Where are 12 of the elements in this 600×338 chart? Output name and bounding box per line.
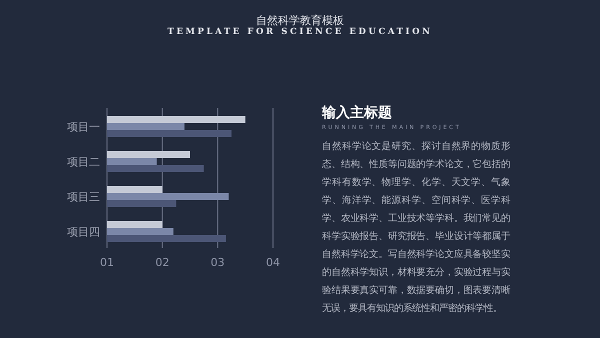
text: TEMPLATE FOR SCIENCE EDUCATION: [166, 27, 434, 37]
text: 自然科学论文是研究、探讨自然界的物质形态、结构、性质等问题的学术论文，它包括的学科有数学、物理学、化学、天文学、气象学、海洋学、能源科学、空间科学、医学科学、农业科学、工业技术等学科。我们常见的科学实验报告、研究报告、毕业设计等都属于自然科学论文。写自然科学论文应具备较坚实的自然科学知识，材料要充分，实验过程与实验结果要真实可靠，数据要确切，图表要清晰无误，要具有知识的系统性和严密的科学性。: [322, 141, 510, 314]
x-tick-label: 02: [155, 256, 170, 269]
text: 自然科学教育模板: [255, 13, 345, 28]
y-tick-label: 项目二: [67, 156, 100, 168]
x-tick-label: 01: [100, 256, 114, 269]
y-tick-label: 项目三: [67, 192, 100, 204]
text: 输入主标题: [322, 104, 392, 122]
y-tick-label: 项目一: [67, 122, 100, 134]
x-tick-label: 04: [266, 256, 280, 269]
x-tick-label: 03: [210, 256, 225, 269]
y-tick-label: 项目四: [67, 226, 100, 238]
